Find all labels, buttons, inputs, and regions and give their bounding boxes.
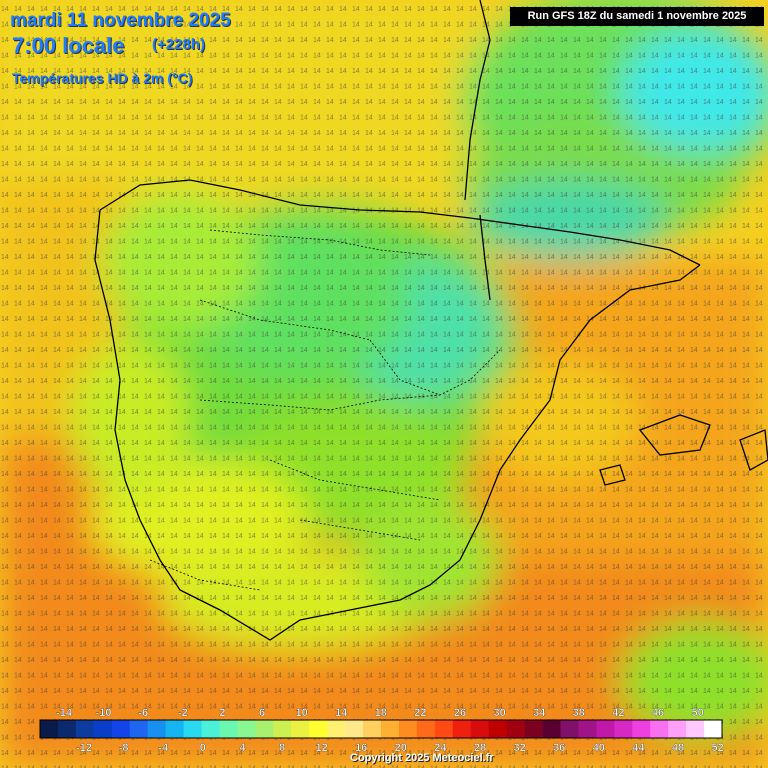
scale-label-lower: 52: [711, 742, 723, 754]
scale-label-upper: 26: [454, 707, 466, 719]
scale-swatch: [668, 720, 687, 738]
scale-label-lower: 16: [355, 742, 367, 754]
scale-label-upper: 38: [573, 707, 585, 719]
scale-label-lower: -4: [158, 742, 169, 754]
scale-swatch: [416, 720, 436, 738]
scale-swatch: [614, 720, 633, 738]
scale-label-lower: 4: [239, 742, 246, 754]
scale-label-upper: 18: [375, 707, 387, 719]
lead-time: (+228h): [152, 36, 205, 53]
scale-swatch: [237, 720, 256, 738]
scale-swatch: [345, 720, 364, 738]
scale-label-lower: 8: [279, 742, 285, 754]
scale-label-lower: 20: [395, 742, 407, 754]
regional-borders: [149, 229, 501, 591]
parameter-title: Températures HD à 2m (°C): [12, 70, 193, 86]
scale-swatch: [129, 720, 149, 738]
scale-swatch: [470, 720, 490, 738]
scale-swatch: [201, 720, 220, 738]
scale-label-lower: 0: [200, 742, 206, 754]
scale-label-upper: 30: [493, 707, 505, 719]
scale-label-lower: -8: [119, 742, 129, 754]
scale-swatch: [542, 720, 561, 738]
scale-label-lower: 24: [434, 742, 447, 754]
scale-swatch: [704, 720, 723, 738]
scale-swatch: [632, 720, 651, 738]
scale-label-upper: 10: [295, 707, 307, 719]
scale-label-lower: 48: [672, 742, 684, 754]
scale-swatch: [596, 720, 615, 738]
scale-swatch: [183, 720, 203, 738]
scale-swatch: [165, 720, 185, 738]
scale-swatch: [291, 720, 310, 738]
scale-swatch: [75, 720, 95, 738]
scale-label-lower: 40: [593, 742, 605, 754]
scale-label-lower: 32: [513, 742, 525, 754]
scale-swatch: [57, 720, 77, 738]
copyright: Copyright 2025 Meteociel.fr: [350, 752, 494, 764]
scale-border: [39, 719, 723, 739]
scale-label-upper: 22: [414, 707, 426, 719]
scale-swatch: [452, 720, 472, 738]
forecast-time: 7:00 locale: [12, 33, 125, 58]
scale-label-upper: -6: [138, 707, 148, 719]
scale-label-upper: 34: [533, 707, 546, 719]
scale-swatch: [255, 720, 274, 738]
scale-swatch: [488, 720, 508, 738]
scale-swatch: [578, 720, 597, 738]
scale-label-upper: -2: [178, 707, 188, 719]
scale-swatch: [219, 720, 238, 738]
scale-swatch: [560, 720, 579, 738]
scale-swatch: [650, 720, 669, 738]
scale-label-upper: 42: [612, 707, 624, 719]
scale-label-upper: 46: [652, 707, 664, 719]
color-scale: -14 -10 -6 -2 2 6 10 14 18 22 26 30 34 38 42 46 50-12 -8-…: [39, 707, 724, 754]
scale-label-upper: 6: [259, 707, 265, 719]
scale-label-lower: 44: [632, 742, 645, 754]
forecast-date: mardi 11 novembre 2025: [10, 10, 231, 31]
scale-swatch: [381, 720, 400, 738]
scale-swatch: [309, 720, 328, 738]
scale-label-lower: 12: [315, 742, 327, 754]
scale-label-lower: 36: [553, 742, 565, 754]
scale-swatch: [506, 720, 526, 738]
scale-swatch: [398, 720, 418, 738]
scale-swatch: [686, 720, 705, 738]
scale-swatch: [327, 720, 346, 738]
scale-swatch: [40, 720, 59, 738]
scale-swatch: [93, 720, 113, 738]
scale-label-upper: 50: [691, 707, 703, 719]
scale-swatch: [434, 720, 454, 738]
scale-swatch: [111, 720, 131, 738]
scale-swatch: [524, 720, 544, 738]
scale-label-upper: 14: [335, 707, 348, 719]
scale-label-upper: -10: [96, 707, 112, 719]
scale-swatch: [147, 720, 167, 738]
run-info-badge: Run GFS 18Z du samedi 1 novembre 2025: [510, 7, 764, 26]
scale-swatch: [363, 720, 382, 738]
scale-swatch: [273, 720, 292, 738]
scale-label-upper: 2: [219, 707, 225, 719]
scale-label-lower: 28: [474, 742, 486, 754]
coastlines: [94, 0, 768, 641]
scale-label-lower: -12: [76, 742, 92, 754]
scale-label-upper: -14: [56, 707, 73, 719]
